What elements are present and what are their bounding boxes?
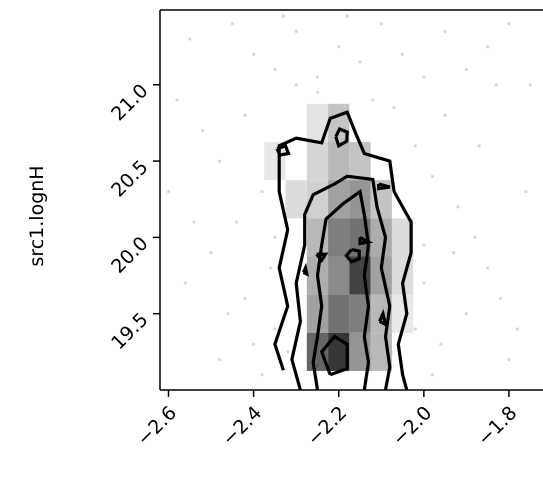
- plot-content: [166, 14, 532, 390]
- contour-line: [290, 174, 392, 390]
- y-tick-label: 20.0: [107, 232, 152, 277]
- scatter-point: [477, 144, 481, 148]
- scatter-point: [443, 113, 447, 117]
- scatter-point: [443, 29, 447, 33]
- scatter-point: [422, 75, 426, 79]
- scatter-point: [273, 327, 277, 331]
- scatter-point: [422, 281, 426, 285]
- scatter-point: [494, 83, 498, 87]
- y-axis-label: src1.lognH: [26, 165, 48, 266]
- plot-area: [159, 9, 543, 391]
- scatter-point: [183, 281, 188, 285]
- contour-line: [319, 334, 349, 377]
- scatter-point: [235, 220, 239, 224]
- x-tick-label: −2.4: [218, 402, 266, 450]
- scatter-point: [413, 327, 417, 331]
- scatter-point: [286, 350, 290, 354]
- contour-line: [273, 110, 413, 390]
- scatter-point: [260, 373, 264, 377]
- density-bin: [306, 103, 329, 143]
- scatter-point: [281, 14, 286, 18]
- density-bin: [349, 142, 371, 181]
- scatter-point: [294, 83, 298, 87]
- y-tick-label: 19.5: [107, 309, 152, 354]
- contour-line: [334, 126, 349, 149]
- scatter-point: [200, 128, 205, 133]
- density-bin: [328, 142, 350, 181]
- scatter-point: [337, 45, 341, 49]
- scatter-point: [226, 312, 230, 316]
- density-bin: [306, 142, 329, 181]
- scatter-point: [430, 174, 434, 178]
- scatter-point: [452, 251, 456, 255]
- scatter-point: [515, 327, 520, 331]
- y-tick-label: 21.0: [107, 80, 152, 125]
- scatter-point: [422, 243, 426, 247]
- scatter-point: [413, 144, 417, 148]
- x-tick-label: −2.6: [133, 402, 181, 450]
- contour-line: [315, 252, 329, 264]
- scatter-point: [243, 296, 247, 301]
- scatter-point: [486, 266, 490, 270]
- scatter-point: [528, 83, 532, 87]
- density-bin: [328, 180, 350, 219]
- scatter-point: [464, 67, 468, 72]
- contour-line: [378, 308, 388, 328]
- x-axis: −2.6 −2.4 −2.2 −2.0 −1.8: [133, 390, 521, 450]
- density-bin: [328, 294, 350, 333]
- contour-line: [344, 248, 361, 264]
- density-bin: [370, 218, 392, 257]
- scatter-point: [498, 296, 503, 301]
- scatter-point: [230, 22, 234, 26]
- scatter-point: [315, 90, 320, 95]
- scatter-point: [486, 45, 490, 49]
- scatter-point: [294, 29, 298, 33]
- contour-line: [301, 262, 310, 277]
- scatter-point: [260, 190, 264, 194]
- contour-line: [275, 143, 291, 157]
- y-axis: 19.5 20.0 20.5 21.0: [107, 80, 160, 354]
- scatter-point: [430, 373, 434, 377]
- scatter-point: [315, 75, 320, 79]
- x-tick-label: −1.8: [473, 402, 521, 450]
- scatter-point: [456, 205, 460, 209]
- scatter-point: [175, 98, 179, 102]
- scatter-point: [345, 14, 349, 18]
- scatter-point: [379, 22, 383, 26]
- scatter-point: [252, 342, 256, 346]
- x-tick-label: −2.0: [388, 402, 436, 450]
- scatter-point: [192, 220, 196, 224]
- scatter-point: [209, 251, 213, 255]
- scatter-point: [273, 235, 277, 239]
- scatter-point: [392, 106, 396, 110]
- scatter-point: [269, 266, 273, 270]
- scatter-point: [507, 357, 511, 362]
- density-bin: [391, 294, 414, 333]
- contour-line: [358, 235, 374, 246]
- scatter-point: [252, 52, 256, 56]
- density-bin: [328, 218, 350, 257]
- y-tick-label: 20.5: [107, 156, 152, 201]
- scatter-point: [217, 159, 222, 163]
- scatter-point: [166, 190, 171, 194]
- contour-line: [311, 188, 371, 390]
- scatter-point: [217, 357, 222, 362]
- density-bin: [391, 218, 414, 257]
- scatter-point: [507, 22, 511, 26]
- scatter-point: [243, 113, 247, 117]
- scatter-point: [473, 235, 477, 239]
- scatter-point: [464, 312, 468, 316]
- scatter-point: [400, 52, 405, 56]
- x-tick-label: −2.2: [303, 402, 351, 450]
- scatter-point: [439, 342, 443, 346]
- scatter-point: [273, 67, 277, 72]
- density-bin: [328, 256, 350, 295]
- scatter-point: [371, 98, 375, 102]
- contour-line: [377, 182, 391, 191]
- density-bin: [285, 180, 307, 219]
- scatter-point: [358, 60, 362, 64]
- scatter-point: [524, 190, 528, 194]
- scatter-point: [188, 37, 192, 41]
